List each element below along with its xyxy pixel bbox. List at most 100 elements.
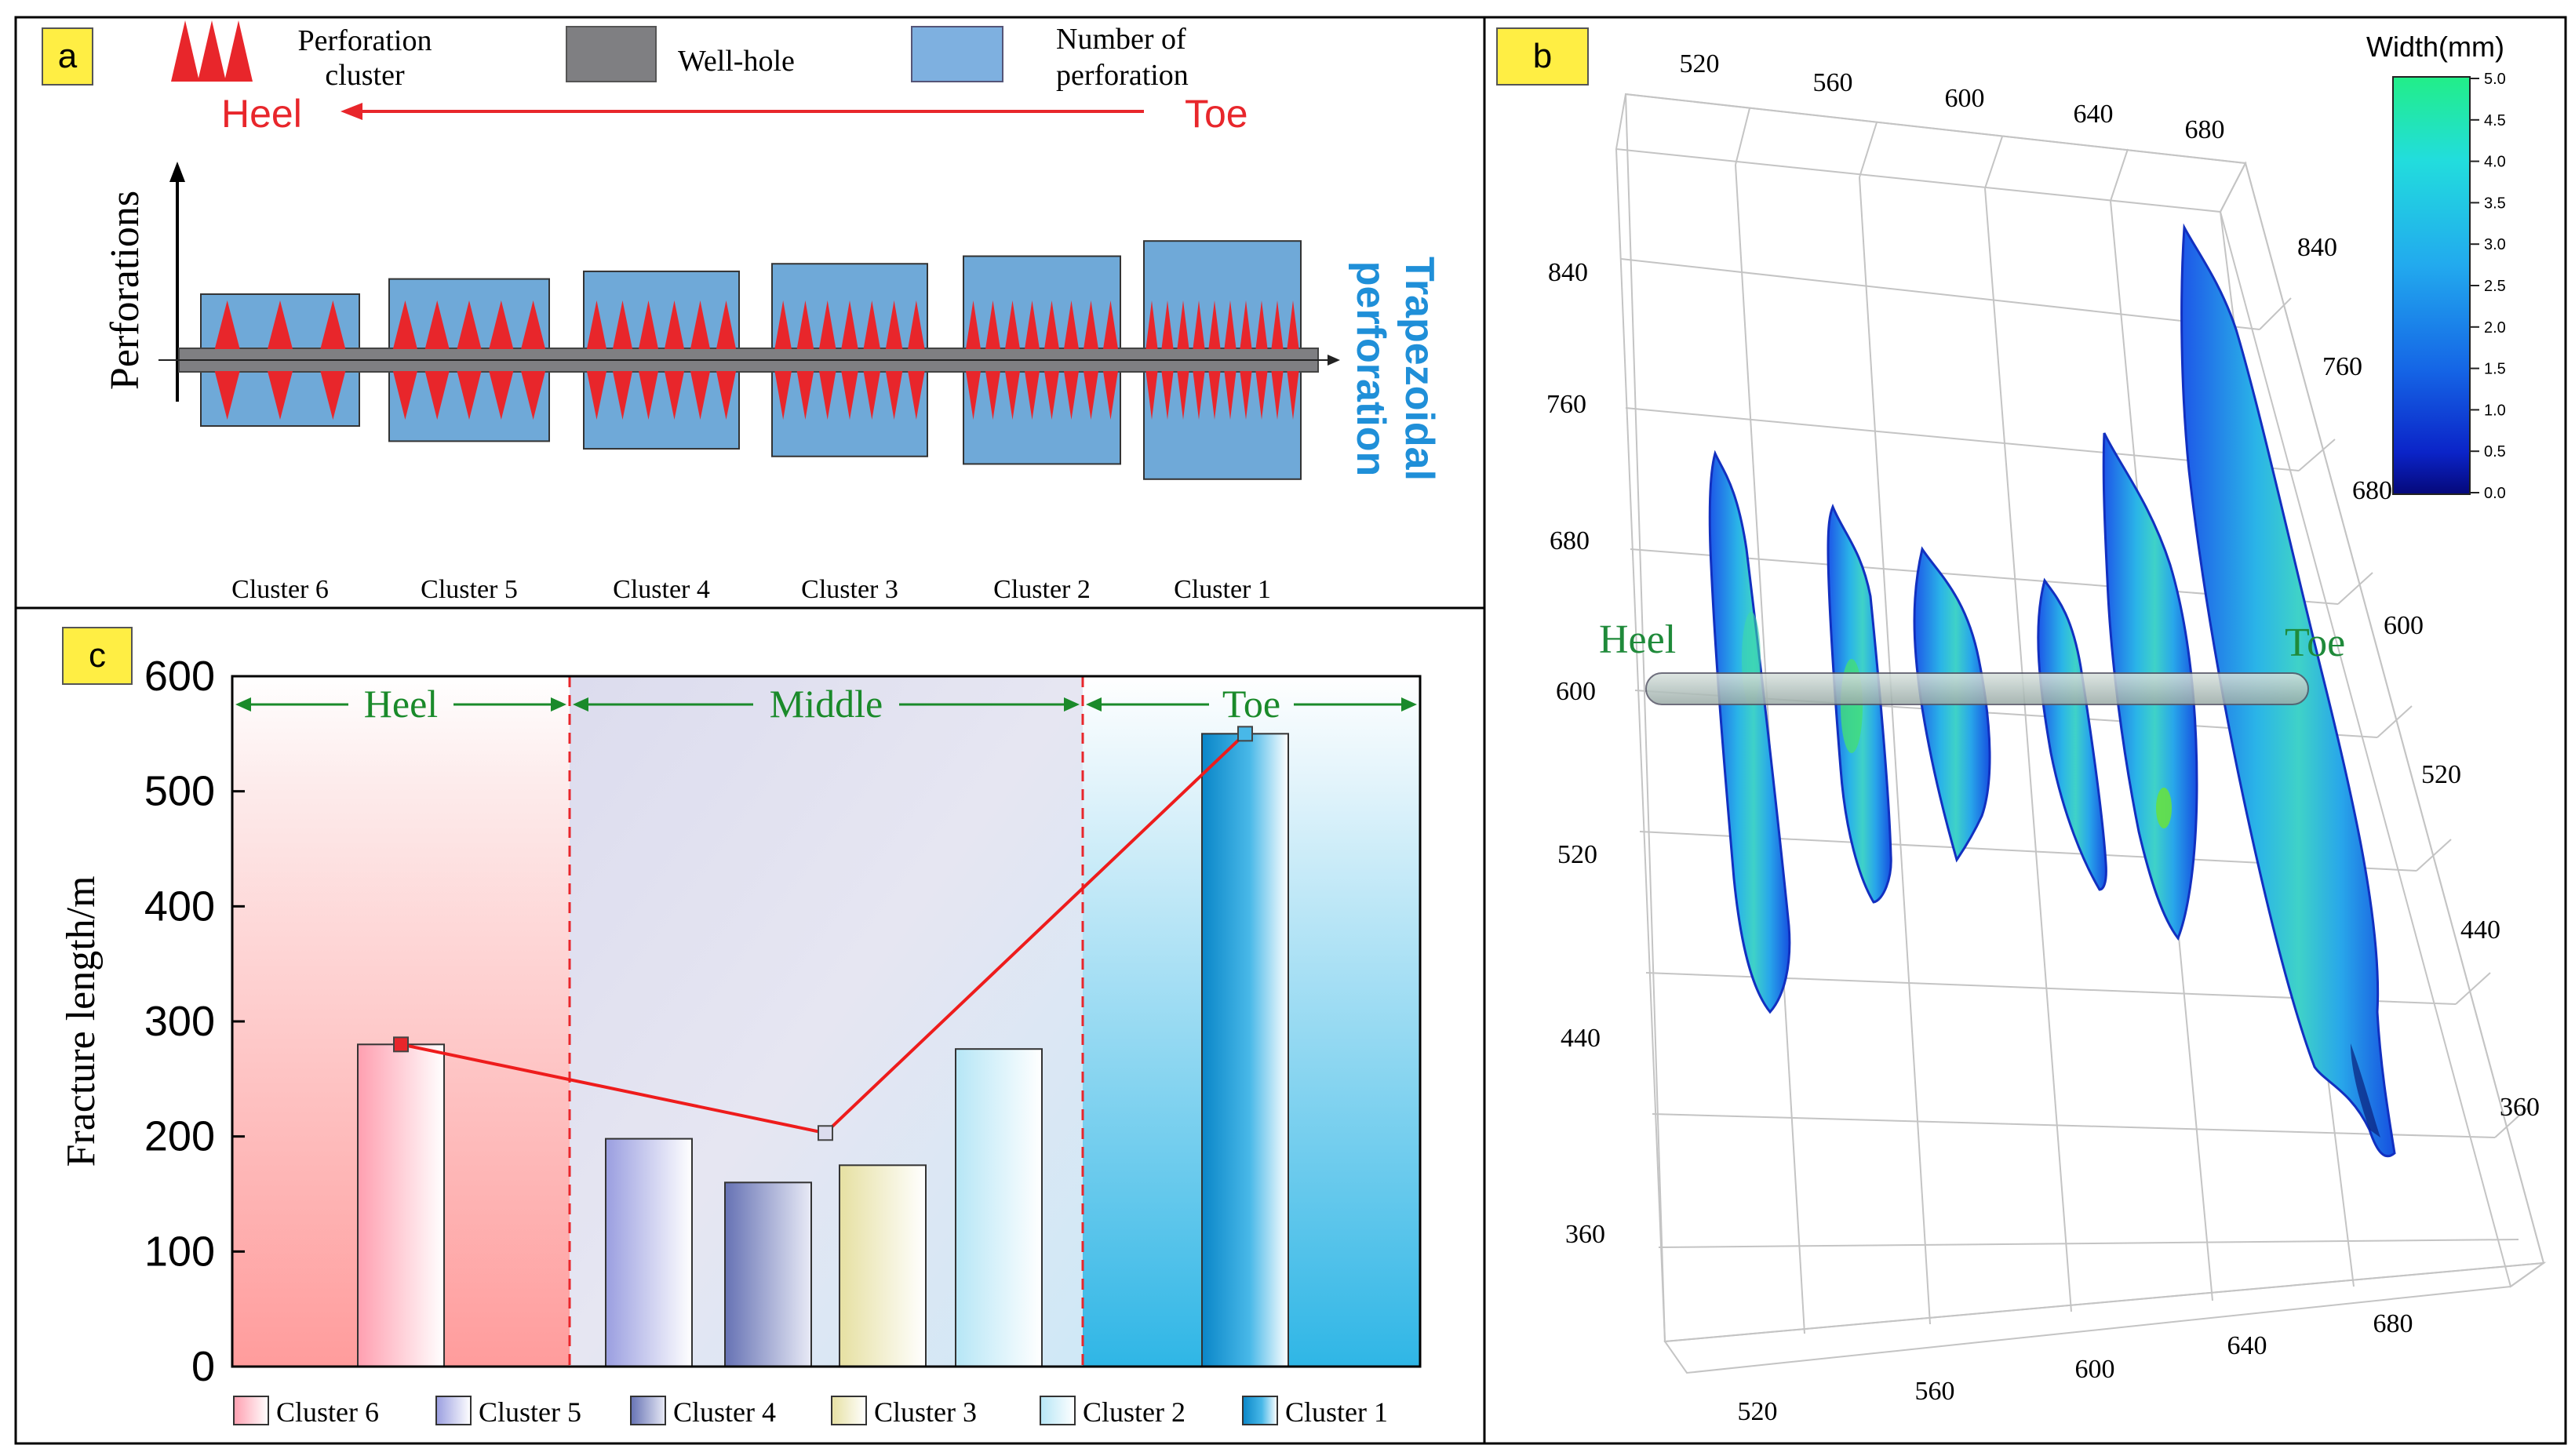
y-tick-label: 600 (144, 653, 215, 700)
perforation-down (908, 371, 925, 420)
panel-a: a Perforation cluster Well-hole Number o… (42, 20, 1442, 604)
perforation-up (612, 300, 633, 349)
perforation-down (1161, 371, 1174, 420)
legend-swatch (435, 1396, 472, 1425)
panel-b-heel-label: Heel (1599, 617, 1676, 662)
cluster-label: Cluster 3 (801, 575, 898, 604)
bar-cluster-3 (839, 1164, 927, 1368)
perforation-down (966, 371, 981, 420)
colorbar-tick-label: 0.5 (2484, 443, 2506, 460)
legend-label: Cluster 4 (673, 1396, 776, 1428)
perforation-up (1025, 300, 1040, 349)
right-axis-tick: 440 (2460, 915, 2500, 945)
region-label-heel: Heel (364, 682, 438, 726)
figure-border (14, 16, 2567, 1445)
panel-a-label-box (42, 27, 93, 86)
perforation-up (489, 300, 514, 349)
region-arrow-head (235, 697, 251, 712)
y-tick-label: 500 (144, 768, 215, 815)
fracture-cluster-6 (1708, 450, 1791, 1014)
perforation-down (690, 371, 711, 420)
top-axis-tick: 520 (1680, 49, 1720, 78)
legend-wellhole-label: Well-hole (678, 45, 795, 78)
region-arrow-head (1064, 697, 1080, 712)
perforation-up (424, 300, 450, 349)
legend-wellhole-swatch (566, 26, 657, 82)
panel-b-label-box (1496, 27, 1589, 86)
perforation-down (521, 371, 546, 420)
perforation-down (1224, 371, 1237, 420)
legend-perforation-cluster-icon (171, 20, 253, 82)
perforation-down (1255, 371, 1268, 420)
perforations-axis-label: Perforations (103, 191, 148, 390)
perforation-up (985, 300, 1000, 349)
legend-label: Cluster 1 (1285, 1396, 1388, 1428)
right-axis-tick: 520 (2421, 760, 2461, 789)
perforation-down (612, 371, 633, 420)
legend-label: Cluster 2 (1083, 1396, 1186, 1428)
legend-number-of-perforation-line2: perforation (1056, 59, 1189, 92)
right-axis-tick: 680 (2352, 476, 2392, 505)
perforation-up (1177, 300, 1189, 349)
panel-b: b (1496, 27, 2547, 1426)
perforation-down (320, 371, 346, 420)
perforation-down (424, 371, 450, 420)
colorbar-tick-label: 0.0 (2484, 485, 2506, 502)
left-axis-tick: 680 (1550, 526, 1590, 555)
fracture-dark-tip (2351, 1043, 2380, 1138)
perforation-up (690, 300, 711, 349)
perforation-down (214, 371, 240, 420)
wellhole-arrow (1328, 355, 1340, 366)
bar-cluster-4 (724, 1181, 812, 1368)
legend-swatch (630, 1396, 666, 1425)
perforation-down (1064, 371, 1079, 420)
cluster-label: Cluster 2 (993, 575, 1091, 604)
legend-label: Cluster 5 (479, 1396, 581, 1428)
perforation-up (841, 300, 858, 349)
bar-cluster-2 (955, 1048, 1043, 1367)
perforation-up (863, 300, 881, 349)
perforation-down (863, 371, 881, 420)
bottom-axis-tick: 640 (2227, 1331, 2267, 1360)
legend-number-of-perforation-line1: Number of (1056, 23, 1186, 56)
perforation-up (586, 300, 607, 349)
perforation-up (716, 300, 737, 349)
y-axis-label: Fracture length/m (59, 875, 104, 1167)
trapezoidal-label-line1: Trapezoidal (1397, 257, 1442, 481)
perforation-up (1044, 300, 1059, 349)
perforation-up (774, 300, 792, 349)
perforation-up (521, 300, 546, 349)
top-axis-tick: 680 (2185, 115, 2225, 144)
perforation-down (664, 371, 685, 420)
y-tick-label: 400 (144, 883, 215, 930)
panel-b-wellbore (1645, 672, 2309, 705)
left-axis-tick: 840 (1548, 258, 1588, 287)
perforation-down (1177, 371, 1189, 420)
perforation-up (1193, 300, 1205, 349)
legend-perforation-cluster-line1: Perforation (298, 24, 432, 57)
panel-c-label-box (62, 627, 133, 685)
legend-swatch (831, 1396, 867, 1425)
panel-a-toe-label: Toe (1185, 92, 1248, 136)
trend-point (1237, 726, 1253, 742)
perforation-up (1103, 300, 1118, 349)
trend-point (393, 1036, 409, 1053)
perforation-down (774, 371, 792, 420)
legend-perforation-cluster-line2: cluster (325, 59, 405, 92)
perforation-up (1145, 300, 1158, 349)
colorbar-tick-label: 3.5 (2484, 195, 2506, 212)
trapezoidal-label-line2: perforation (1348, 261, 1393, 476)
perforation-up (1255, 300, 1268, 349)
perforation-down (457, 371, 482, 420)
cluster-label: Cluster 6 (231, 575, 329, 604)
perforation-down (1193, 371, 1205, 420)
perforation-up (638, 300, 659, 349)
heel-toe-arrow-head (341, 103, 362, 120)
panel-c: c Heel Middle Toe 0 100 200 300 400 500 600 Fractu… (59, 627, 1422, 1428)
left-axis-tick: 600 (1556, 677, 1596, 706)
perforation-up (1161, 300, 1174, 349)
perforation-down (638, 371, 659, 420)
panel-a-label: a (58, 37, 78, 75)
top-axis-tick: 640 (2074, 100, 2114, 129)
perforation-down (586, 371, 607, 420)
